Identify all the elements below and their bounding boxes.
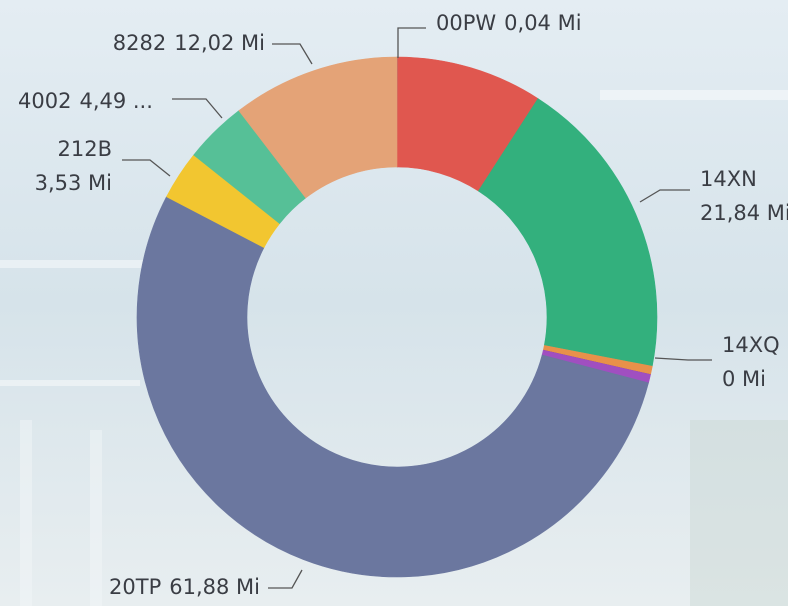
label-value: 0,04 Mi <box>504 11 581 35</box>
data-label: 14XN 21,84 Mi <box>700 167 788 225</box>
leader-line <box>397 27 426 58</box>
label-value: 61,88 Mi <box>169 575 260 599</box>
data-label: 212B 3,53 Mi <box>35 137 112 195</box>
label-value: 3,53 Mi <box>35 171 112 195</box>
leader-line <box>172 98 223 119</box>
label-category: 4002 <box>18 89 71 113</box>
label-value: 4,49 ... <box>79 89 152 113</box>
label-value: 12,02 Mi <box>174 31 265 55</box>
label-value: 0 Mi <box>722 367 766 391</box>
background-decoration <box>0 90 788 606</box>
leader-line <box>268 569 303 589</box>
data-label: 8282 12,02 Mi <box>113 31 265 55</box>
label-category: 20TP <box>109 575 161 599</box>
leader-line <box>272 43 313 65</box>
data-label: 00PW 0,04 Mi <box>436 11 582 35</box>
label-value: 21,84 Mi <box>700 201 788 225</box>
donut-segment <box>136 196 649 578</box>
data-label: 20TP 61,88 Mi <box>109 575 260 599</box>
label-category: 8282 <box>113 31 166 55</box>
data-label: 14XQ 0 Mi <box>722 333 780 391</box>
leader-line <box>654 357 712 361</box>
label-category: 212B <box>58 137 113 161</box>
donut-segment <box>238 56 398 199</box>
label-category: 00PW <box>436 11 496 35</box>
donut-segment <box>477 98 658 367</box>
leader-line <box>122 159 171 177</box>
leader-line <box>639 189 690 203</box>
data-label: 4002 4,49 ... <box>18 89 153 113</box>
label-category: 14XQ <box>722 333 780 357</box>
label-category: 14XN <box>700 167 757 191</box>
